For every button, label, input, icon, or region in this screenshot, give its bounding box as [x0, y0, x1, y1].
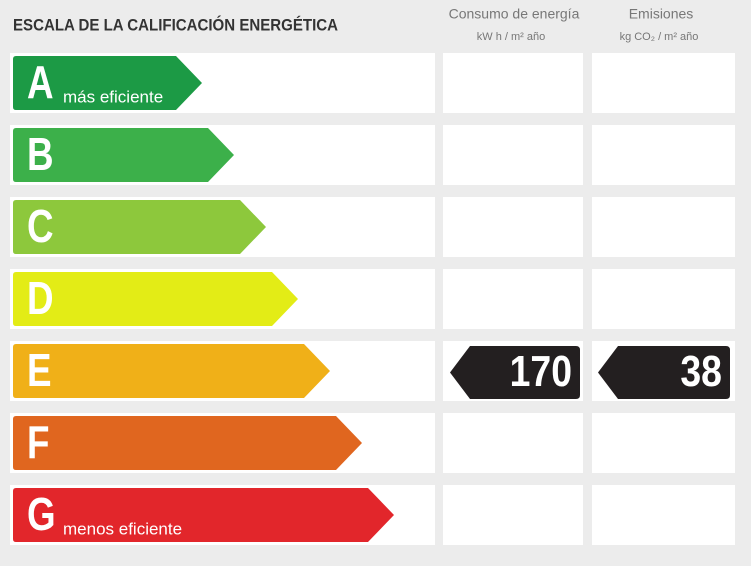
cell-background	[443, 485, 583, 545]
rating-arrow	[13, 416, 362, 470]
title: ESCALA DE LA CALIFICACIÓN ENERGÉTICA	[13, 15, 338, 34]
cell-background	[592, 125, 735, 185]
rating-letter: G	[27, 488, 56, 540]
rating-letter: E	[27, 344, 52, 396]
rating-arrow	[13, 344, 330, 398]
cell-background	[443, 53, 583, 113]
cell-background	[592, 197, 735, 257]
column-header: Emisiones	[629, 6, 694, 22]
rating-note: más eficiente	[63, 87, 163, 106]
cell-background	[443, 413, 583, 473]
rating-letter: A	[27, 56, 54, 108]
rating-letter: C	[27, 200, 54, 252]
value-label: 38	[680, 346, 722, 396]
rating-arrow	[13, 272, 298, 326]
value-indicator	[450, 346, 580, 399]
rating-letter: F	[27, 416, 49, 468]
cell-background	[592, 269, 735, 329]
cell-background	[443, 125, 583, 185]
column-unit: kW h / m² año	[477, 31, 545, 43]
cell-background	[592, 413, 735, 473]
rating-arrow	[13, 56, 202, 110]
rating-arrow	[13, 488, 394, 542]
rating-arrow	[13, 200, 266, 254]
rating-note: menos eficiente	[63, 519, 182, 538]
rating-letter: D	[27, 272, 54, 324]
column-header: Consumo de energía	[449, 6, 580, 22]
cell-background	[443, 269, 583, 329]
cell-background	[592, 53, 735, 113]
cell-background	[592, 485, 735, 545]
value-label: 170	[510, 346, 572, 396]
rating-arrow	[13, 128, 234, 182]
value-indicator	[598, 346, 730, 399]
cell-background	[443, 197, 583, 257]
column-unit: kg CO₂ / m² año	[620, 31, 699, 43]
rating-letter: B	[27, 128, 54, 180]
